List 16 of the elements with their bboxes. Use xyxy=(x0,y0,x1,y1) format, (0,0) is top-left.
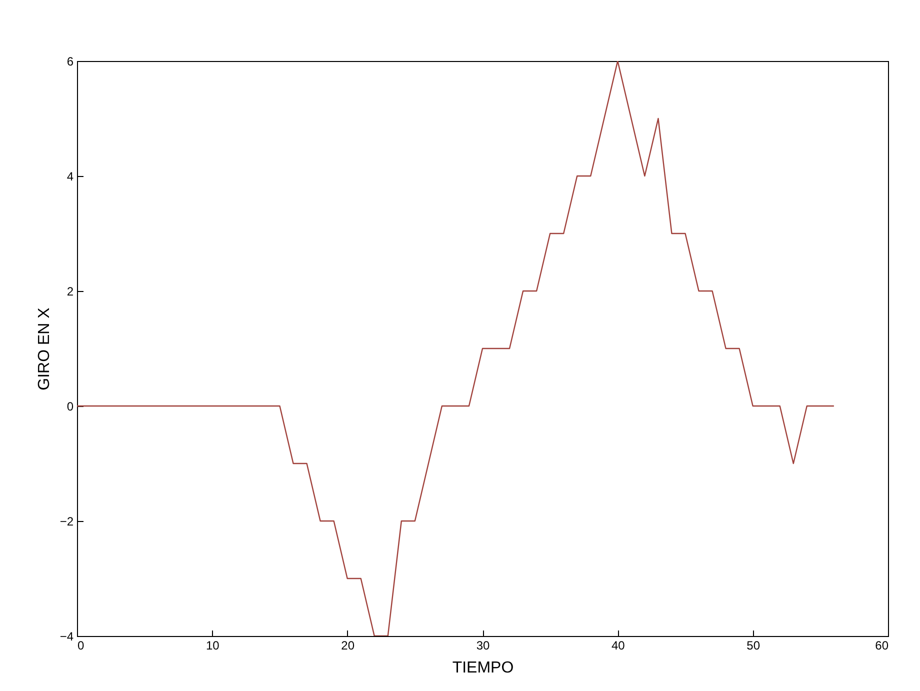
x-tick-label: 60 xyxy=(875,638,889,652)
y-tick-label: 2 xyxy=(66,284,74,298)
y-axis-title: GIRO EN X xyxy=(36,307,53,390)
x-axis-title: TIEMPO xyxy=(452,660,514,676)
y-tick-label: 4 xyxy=(66,170,74,184)
line-series xyxy=(77,61,835,636)
x-tick-label: 40 xyxy=(611,638,626,652)
x-tick-label: 0 xyxy=(78,638,84,652)
y-tick-label: 6 xyxy=(66,54,74,68)
y-tick-label: −4 xyxy=(60,630,74,644)
x-tick-label: 20 xyxy=(341,638,355,652)
x-tick-label: 30 xyxy=(476,638,490,652)
x-tick-label: 10 xyxy=(206,638,220,652)
y-tick-label: 0 xyxy=(66,400,74,414)
x-tick-label: 50 xyxy=(746,638,760,652)
y-tick-label: −2 xyxy=(60,514,74,528)
